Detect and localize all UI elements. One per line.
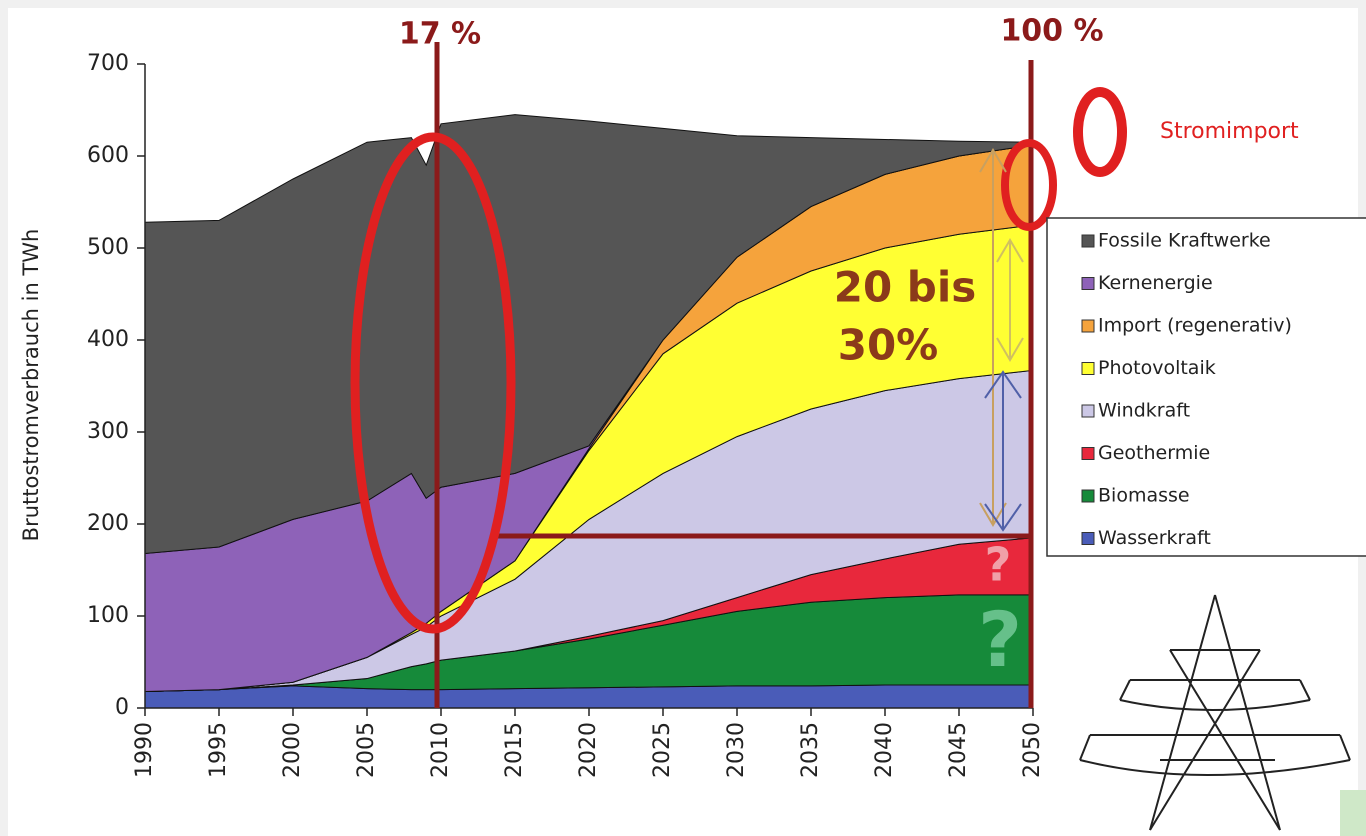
legend-swatch	[1081, 234, 1095, 248]
arrow	[996, 238, 1024, 362]
legend-swatch	[1081, 362, 1095, 375]
x-tick-label: 1990	[132, 722, 157, 778]
legend-label: Windkraft	[1098, 400, 1190, 422]
y-axis-label: Bruttostromverbrauch in TWh	[19, 229, 43, 542]
x-tick-label: 2015	[502, 722, 527, 778]
legend-swatch	[1081, 404, 1095, 418]
annotation: 30%	[838, 321, 939, 370]
x-tick-label: 2025	[650, 722, 675, 778]
x-tick-label: 2010	[428, 722, 453, 778]
zero-symbol	[1073, 87, 1127, 177]
annotation: 17 %	[399, 17, 481, 52]
y-tick-label: 100	[87, 603, 129, 628]
corner-decoration	[1340, 790, 1366, 836]
arrow	[984, 370, 1022, 532]
legend-swatch	[1081, 489, 1095, 503]
legend-swatch	[1081, 447, 1095, 460]
annotation: ?	[978, 595, 1022, 684]
plot-area: 0 100 200 300 400 500 600 700 1990 1995 2000 2005 20…	[87, 51, 1045, 778]
legend-swatch	[1081, 319, 1095, 333]
legend-label: Import (regenerativ)	[1098, 315, 1292, 337]
x-tick-label: 2030	[724, 722, 749, 778]
annotations: 17 % 100 % Stromimport 20 bis 30% ? ?	[350, 14, 1299, 708]
legend-swatch	[1081, 532, 1095, 545]
highlight-ellipse	[1001, 139, 1057, 231]
x-tick-label: 2045	[946, 722, 971, 778]
x-tick-label: 2020	[576, 722, 601, 778]
x-tick-label: 2000	[280, 722, 305, 778]
legend-box	[1046, 217, 1366, 557]
annotation: 100 %	[1000, 14, 1103, 49]
x-tick-label: 2050	[1020, 722, 1045, 778]
y-tick-label: 400	[87, 327, 129, 352]
area	[144, 684, 1034, 709]
arrow	[979, 148, 1007, 527]
y-tick-label: 600	[87, 143, 129, 168]
y-tick-label: 200	[87, 511, 129, 536]
pylon-drawing	[1079, 594, 1351, 831]
legend-label: Fossile Kraftwerke	[1098, 230, 1271, 252]
legend-label: Kernenergie	[1098, 272, 1213, 294]
y-tick-label: 0	[115, 695, 129, 720]
x-tick-label: 2035	[798, 722, 823, 778]
y-tick-label: 500	[87, 235, 129, 260]
legend-label: Biomasse	[1098, 485, 1190, 507]
annotation: Stromimport	[1160, 119, 1299, 144]
highlight-ellipse	[350, 132, 516, 634]
x-tick-label: 2005	[354, 722, 379, 778]
y-tick-label: 300	[87, 419, 129, 444]
legend-label: Geothermie	[1098, 442, 1210, 464]
x-tick-label: 1995	[206, 722, 231, 778]
annotation: ?	[985, 538, 1012, 592]
y-tick-label: 700	[87, 51, 129, 76]
legend-swatch	[1081, 277, 1095, 290]
annotation: 20 bis	[834, 263, 977, 312]
legend: Wasserkraft Biomasse Geothermie Windkraft Ph…	[1081, 230, 1292, 549]
x-tick-label: 2040	[872, 722, 897, 778]
legend-label: Photovoltaik	[1098, 357, 1216, 379]
legend-label: Wasserkraft	[1098, 527, 1211, 549]
